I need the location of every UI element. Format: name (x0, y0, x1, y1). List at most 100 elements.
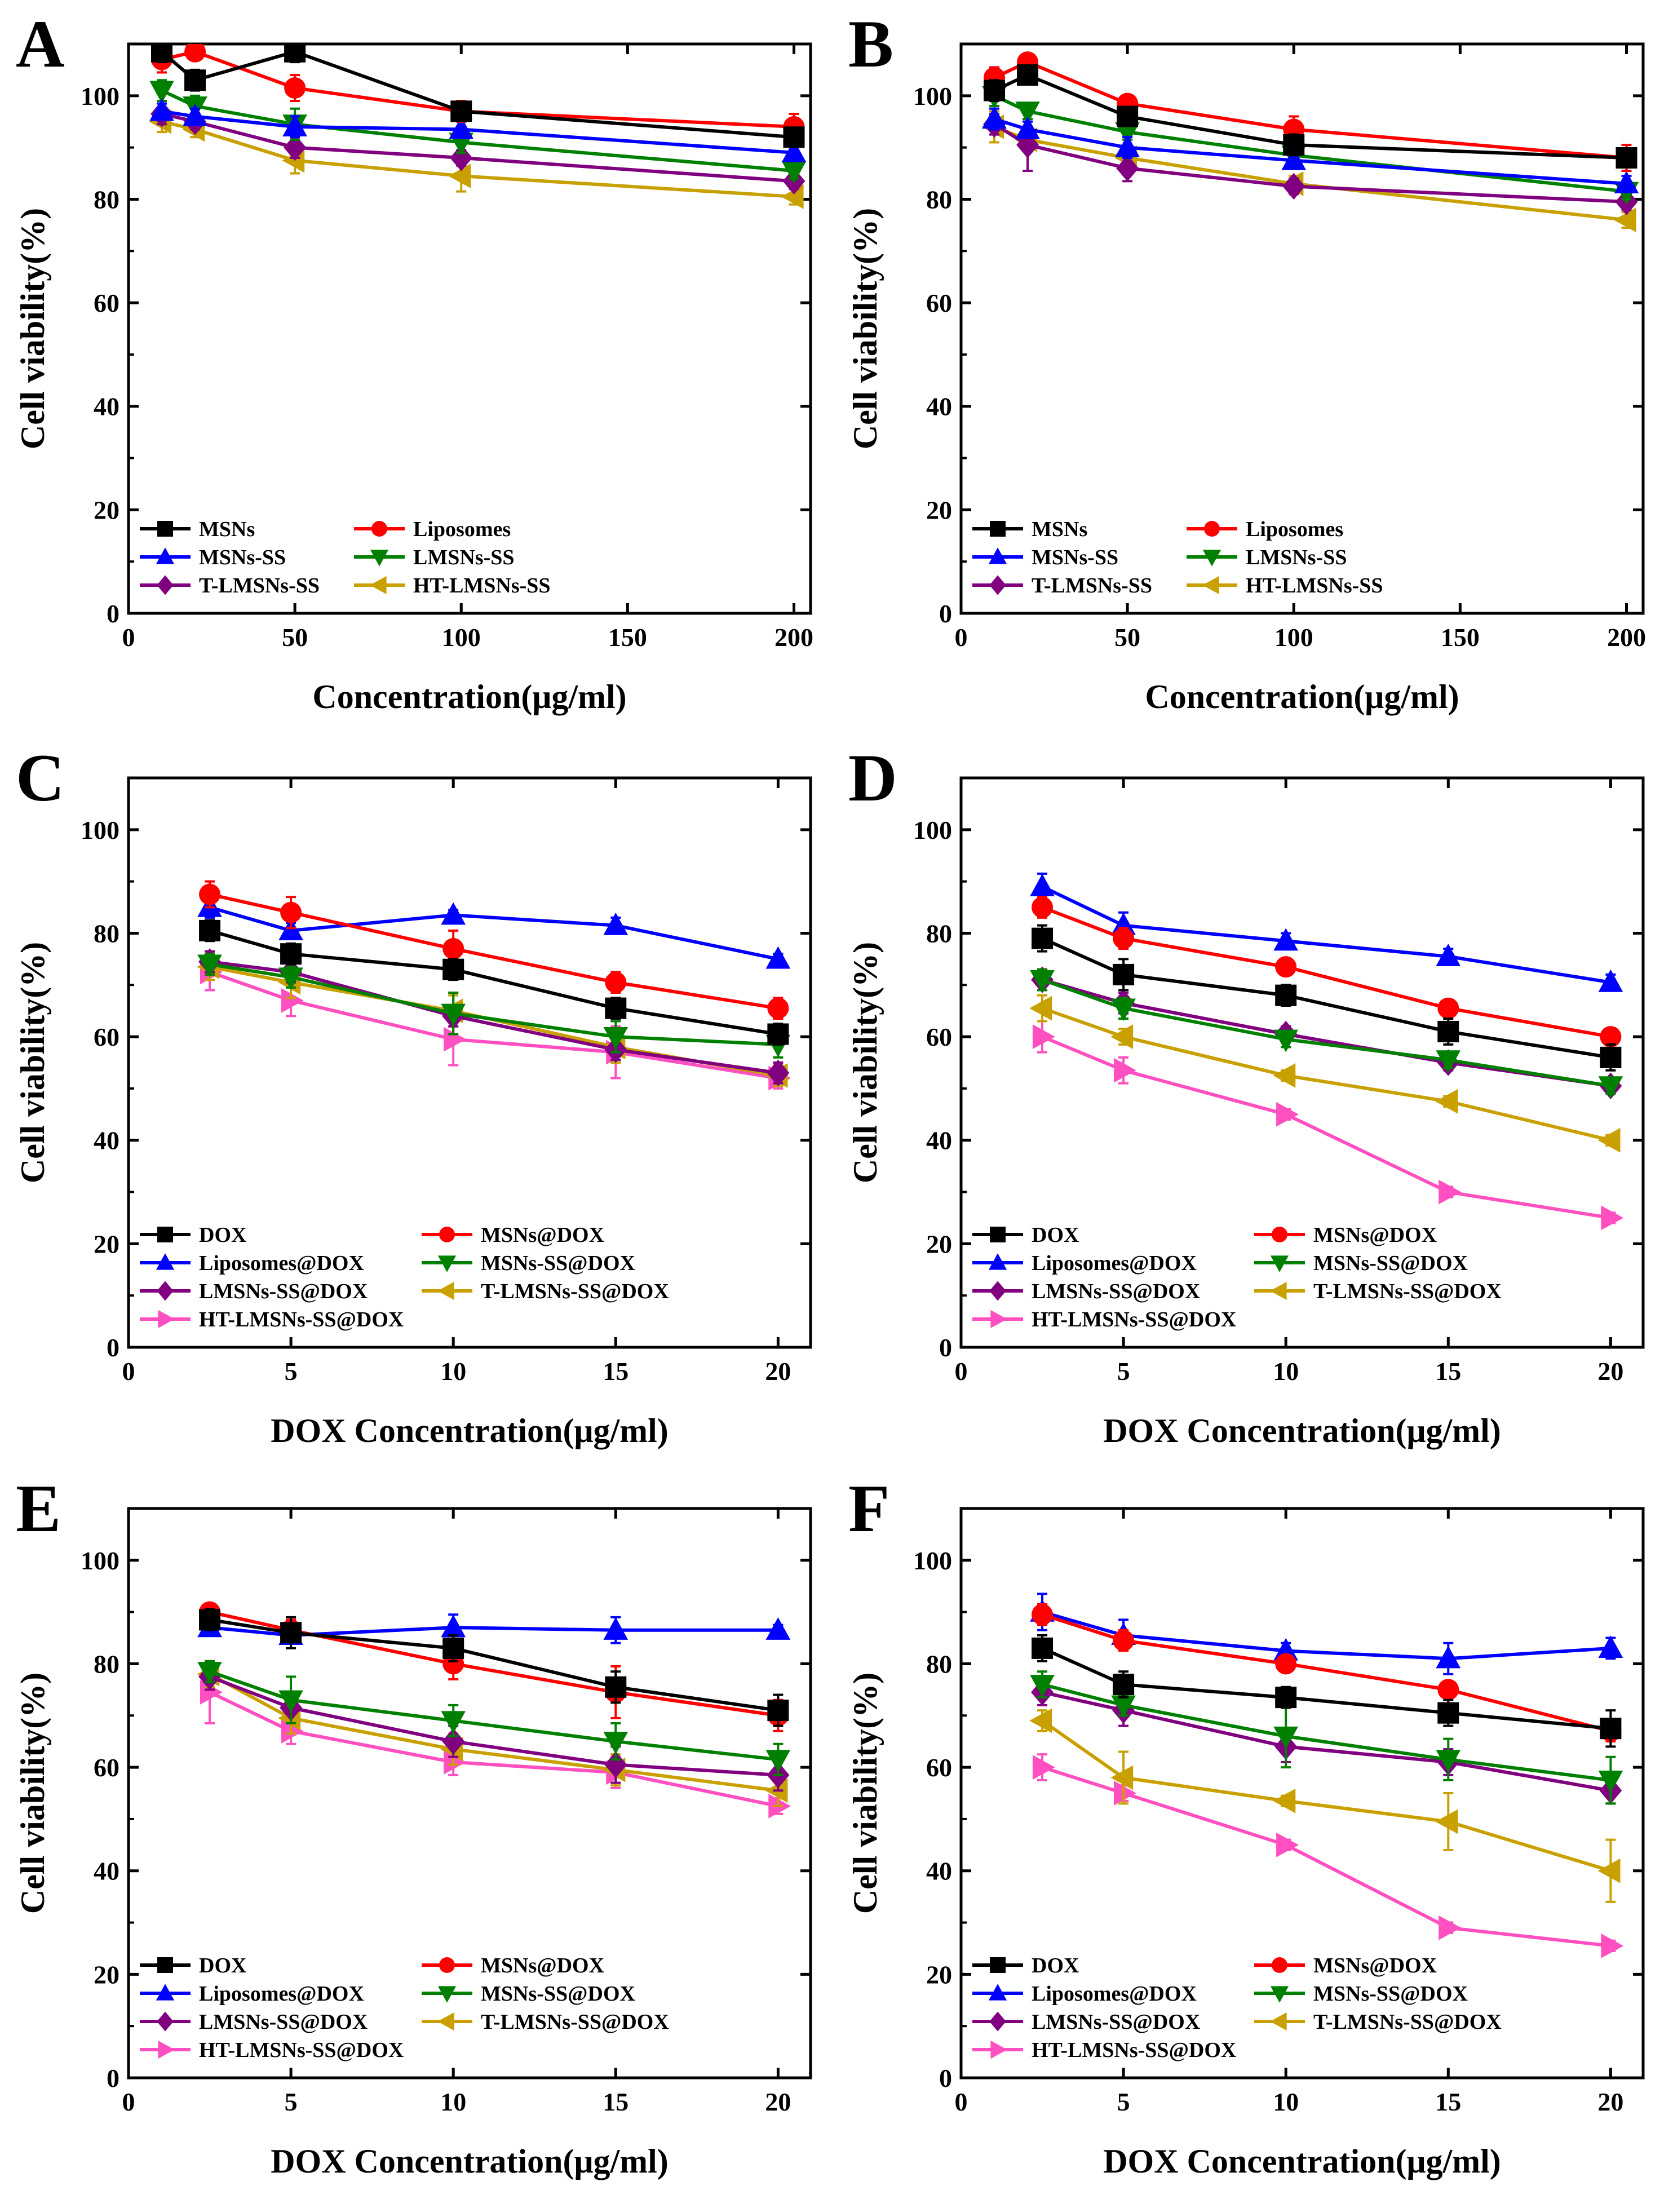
legend-marker-a-msns-ss (156, 547, 175, 564)
series-b-msns-ss (982, 106, 1639, 194)
legend-marker-a-lmsns-ss (370, 550, 389, 567)
data-point-e-msns-ss-dox (197, 1662, 222, 1685)
data-point-c-msns-ss-dox (441, 1003, 466, 1027)
data-point-e-liposomes-dox (603, 1617, 629, 1640)
legend-label-d-lmsns-ss-dox: LMSNs-SS@DOX (1032, 1280, 1200, 1303)
y-tick-label-c-80: 80 (94, 919, 119, 948)
data-point-f-t-lmsns-ss-dox (1435, 1809, 1458, 1834)
legend-label-a-t-lmsns-ss: T-LMSNs-SS (199, 574, 320, 598)
data-point-a-ht-lmsns-ss (448, 163, 471, 188)
data-point-d-msns-ss-dox (1273, 1029, 1299, 1052)
data-point-f-msns-ss-dox (1030, 1675, 1055, 1697)
legend-label-b-liposomes: Liposomes (1246, 517, 1343, 541)
series-d-ht-lmsns-ss-dox (1032, 1020, 1624, 1231)
series-f-t-lmsns-ss-dox (1029, 1708, 1621, 1903)
panel-a: A 0 20 40 60 80 100 0 50 100 150 200 Concentration(μ… (14, 6, 813, 715)
legend-label-b-t-lmsns-ss: T-LMSNs-SS (1032, 574, 1152, 598)
x-tick-label-f-10: 10 (1273, 2087, 1299, 2116)
x-axis-title-b: Concentration(μg/ml) (1145, 678, 1459, 715)
data-point-f-msns-ss-dox (1273, 1726, 1299, 1749)
data-point-e-dox (280, 1622, 302, 1644)
x-tick-label-e-10: 10 (440, 2087, 466, 2116)
legend-marker-f-msns-ss-dox (1270, 1986, 1289, 2003)
y-tick-label-f-40: 40 (926, 1857, 952, 1886)
y-tick-label-b-80: 80 (926, 185, 952, 214)
y-tick-label-c-40: 40 (94, 1126, 119, 1155)
legend-label-c-liposomes-dox: Liposomes@DOX (199, 1251, 364, 1275)
legend-marker-c-lmsns-ss-dox (157, 1281, 174, 1301)
legend-marker-b-ht-lmsns-ss (1202, 576, 1219, 595)
data-point-c-dox (199, 919, 221, 941)
legend-marker-d-dox (990, 1227, 1006, 1242)
data-point-c-liposomes-dox (765, 946, 791, 969)
data-layer-e (197, 1601, 791, 1819)
legend-c: DOX MSNs@DOX Liposomes@DOX MSNs-SS@DOX LMSNs… (140, 1223, 669, 1331)
data-point-d-msns-ss-dox (1030, 970, 1055, 993)
panel-e: E 0 20 40 60 80 100 0 5 10 15 20 DOX Concentration(μ… (14, 1471, 812, 2180)
legend-marker-b-liposomes (1204, 521, 1220, 537)
legend-marker-f-msns-dox (1272, 1957, 1287, 1973)
data-point-f-ht-lmsns-ss-dox (1276, 1832, 1299, 1857)
data-point-f-liposomes-dox (1273, 1638, 1299, 1661)
data-point-d-msns-ss-dox (1598, 1076, 1623, 1099)
panel-b: B 0 20 40 60 80 100 0 50 100 150 200 Concentration(μ… (847, 6, 1646, 715)
y-axis-title-f: Cell viability(%) (847, 1673, 884, 1914)
x-tick-label-d-5: 5 (1117, 1357, 1130, 1386)
y-tick-label-f-20: 20 (926, 1960, 952, 1989)
data-point-d-t-lmsns-ss-dox (1029, 996, 1052, 1021)
legend-label-a-lmsns-ss: LMSNs-SS (413, 546, 515, 569)
data-point-e-dox (442, 1637, 464, 1659)
x-tick-label-e-5: 5 (285, 2087, 298, 2116)
data-point-d-msns-ss-dox (1111, 998, 1136, 1021)
plot-frame-f (959, 1507, 1645, 2080)
legend-label-b-lmsns-ss: LMSNs-SS (1246, 546, 1347, 569)
data-point-b-msns (1117, 105, 1139, 127)
panel-letter-d: D (848, 740, 897, 815)
data-point-a-t-lmsns-ss (284, 134, 307, 161)
data-point-f-dox (1113, 1674, 1135, 1696)
data-point-b-msns-ss (982, 106, 1007, 129)
legend-label-f-msns-dox: MSNs@DOX (1313, 1954, 1437, 1977)
data-point-a-msns-ss (449, 116, 474, 139)
data-point-c-dox (442, 958, 464, 980)
legend-marker-a-msns (157, 521, 173, 537)
data-point-f-msns-ss-dox (1111, 1695, 1136, 1718)
legend-label-b-ht-lmsns-ss: HT-LMSNs-SS (1246, 574, 1383, 598)
data-point-c-dox (767, 1023, 789, 1045)
y-tick-label-a-0: 0 (107, 599, 119, 628)
y-tick-label-a-100: 100 (81, 82, 119, 110)
data-point-e-msns-ss-dox (765, 1750, 791, 1773)
data-point-c-msns-dox (280, 901, 302, 923)
data-point-f-dox (1600, 1718, 1622, 1740)
y-tick-label-b-20: 20 (926, 496, 952, 524)
legend-marker-c-dox (157, 1227, 173, 1242)
x-axis-title-e: DOX Concentration(μg/ml) (271, 2143, 669, 2180)
y-tick-label-e-100: 100 (81, 1546, 119, 1575)
legend-label-b-msns: MSNs (1032, 517, 1087, 541)
data-point-f-msns-dox (1437, 1679, 1459, 1701)
panel-c: C 0 20 40 60 80 100 0 5 10 15 20 DOX Concentration(μ… (14, 740, 812, 1449)
y-axis-title-c: Cell viability(%) (14, 942, 51, 1183)
y-tick-label-e-0: 0 (107, 2064, 119, 2092)
data-point-f-liposomes-dox (1436, 1645, 1461, 1669)
legend-label-c-t-lmsns-ss-dox: T-LMSNs-SS@DOX (481, 1280, 669, 1303)
legend-label-a-ht-lmsns-ss: HT-LMSNs-SS (413, 574, 551, 598)
y-tick-label-e-60: 60 (94, 1753, 119, 1782)
legend-marker-e-liposomes-dox (156, 1984, 175, 2001)
legend-label-e-t-lmsns-ss-dox: T-LMSNs-SS@DOX (481, 2010, 669, 2034)
panel-letter-b: B (848, 6, 893, 81)
data-point-d-msns-dox (1600, 1026, 1622, 1048)
legend-d: DOX MSNs@DOX Liposomes@DOX MSNs-SS@DOX LMSNs… (972, 1223, 1502, 1331)
data-point-f-ht-lmsns-ss-dox (1439, 1915, 1462, 1940)
x-tick-label-f-20: 20 (1597, 2087, 1623, 2116)
legend-label-e-ht-lmsns-ss-dox: HT-LMSNs-SS@DOX (199, 2038, 404, 2062)
data-point-d-dox (1032, 927, 1054, 949)
y-axis-title-e: Cell viability(%) (14, 1673, 51, 1914)
y-axis-title-b: Cell viability(%) (847, 208, 884, 449)
x-tick-label-d-15: 15 (1435, 1357, 1461, 1386)
x-tick-label-f-15: 15 (1435, 2087, 1461, 2116)
x-tick-label-e-20: 20 (765, 2087, 791, 2116)
series-d-t-lmsns-ss-dox (1029, 994, 1621, 1153)
data-point-e-ht-lmsns-ss-dox (281, 1718, 304, 1744)
legend-marker-b-msns (990, 521, 1006, 537)
